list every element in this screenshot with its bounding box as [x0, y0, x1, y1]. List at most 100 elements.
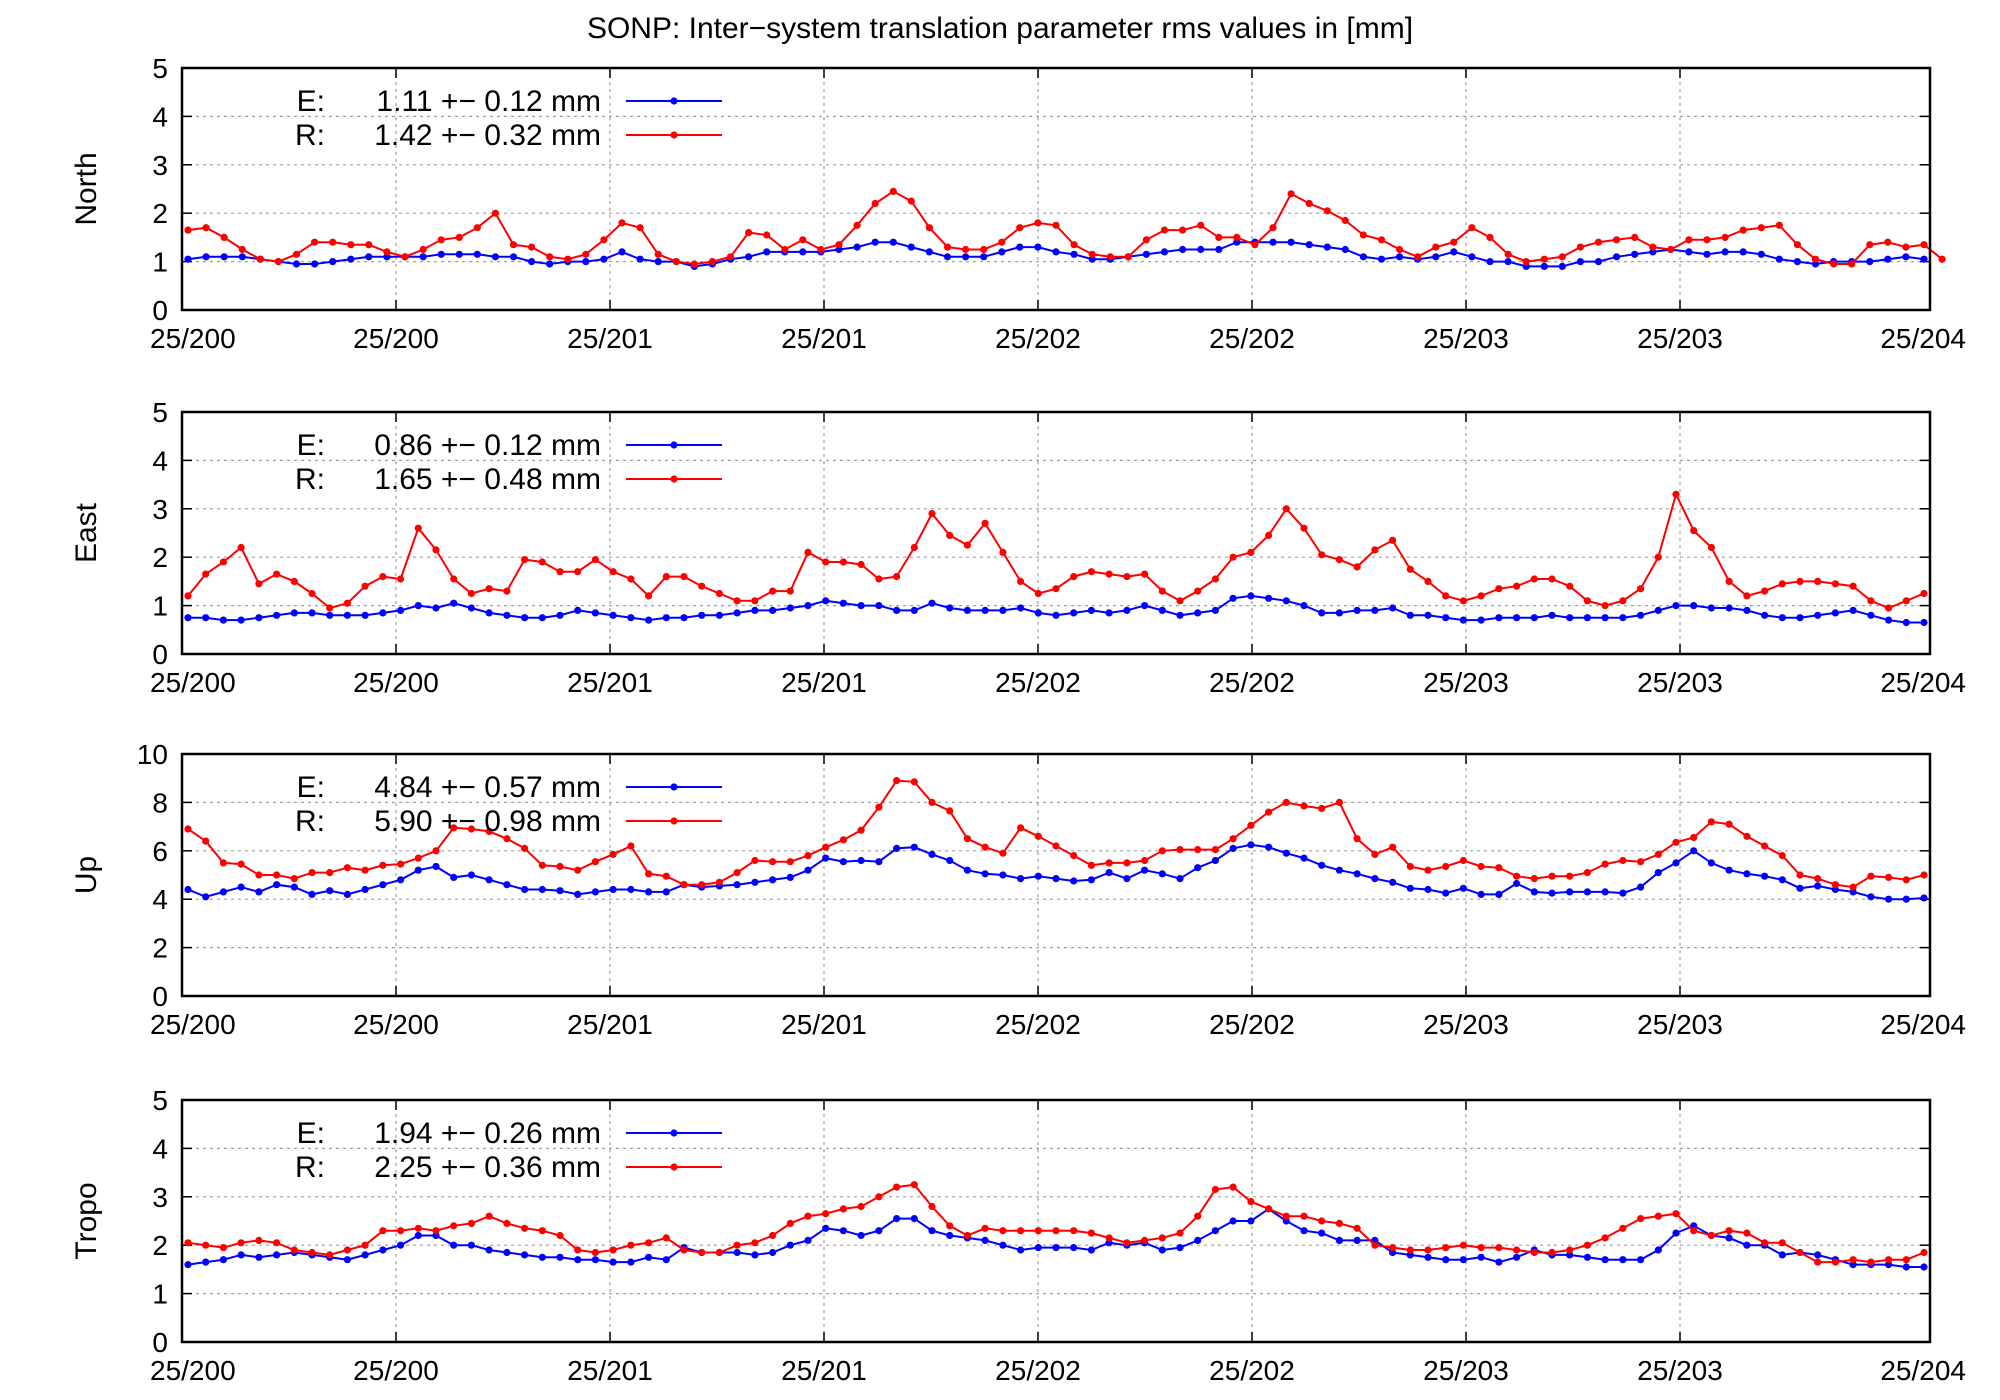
data-point [1495, 1258, 1503, 1266]
data-point [1548, 889, 1556, 897]
data-point [485, 1212, 493, 1220]
plot-frame [180, 752, 1932, 998]
data-point [308, 890, 316, 899]
chart-title: SONP: Inter−system translation parameter… [586, 12, 1414, 45]
data-point [1353, 1236, 1361, 1244]
data-point [1442, 1244, 1450, 1252]
data-point [255, 580, 263, 588]
data-point [1282, 798, 1290, 807]
data-point [804, 852, 812, 860]
data-point [1034, 872, 1042, 880]
data-point [1477, 890, 1485, 899]
panel-tropo: 0 1 2 3 4 5 25/200 25/200 25/201 25/201 25/202 25/2… [70, 1085, 1966, 1386]
data-point [485, 876, 493, 884]
data-point [1052, 875, 1060, 883]
data-point [1287, 190, 1295, 198]
data-point [1282, 1212, 1290, 1220]
data-point [273, 871, 281, 879]
x-tick-label: 25/200 [353, 1355, 439, 1386]
data-point [1690, 833, 1698, 842]
data-point [733, 609, 741, 617]
data-point [591, 609, 600, 617]
data-point [1867, 1258, 1875, 1266]
data-point [1867, 611, 1875, 619]
data-point [574, 890, 582, 899]
data-point [1300, 802, 1308, 810]
data-point [645, 888, 653, 896]
legend-name: E: [297, 85, 325, 118]
y-axis-label: East [70, 502, 103, 563]
data-point [1495, 1244, 1503, 1252]
data-point [1176, 846, 1184, 854]
data-point [1194, 1212, 1202, 1220]
data-point [1761, 611, 1769, 619]
data-point [582, 250, 590, 258]
legend-marker [670, 475, 678, 483]
data-point [343, 1246, 351, 1254]
data-point [715, 878, 724, 886]
data-point [1432, 253, 1440, 261]
data-point [893, 844, 901, 853]
data-point [1477, 616, 1485, 624]
data-point [538, 885, 546, 894]
data-point [636, 255, 644, 263]
data-point [450, 1222, 458, 1230]
data-point [1637, 858, 1645, 866]
data-point [1142, 250, 1150, 258]
data-point [822, 843, 830, 851]
data-point [1866, 258, 1874, 266]
data-point [1176, 1244, 1184, 1252]
data-point [1414, 253, 1422, 261]
data-point [473, 224, 481, 232]
y-tick-label: 3 [152, 1182, 168, 1213]
data-point [1548, 575, 1556, 583]
data-point [1016, 243, 1024, 251]
data-point [981, 870, 989, 878]
data-point [662, 1234, 670, 1242]
data-point [680, 573, 688, 581]
data-point [1513, 872, 1521, 880]
data-point [733, 597, 741, 605]
data-point [1211, 1227, 1219, 1235]
data-point [1743, 870, 1751, 878]
data-point [521, 614, 529, 622]
data-point [1158, 1246, 1166, 1254]
plot-frame [180, 66, 1932, 312]
data-point [1495, 585, 1503, 593]
data-point [822, 1210, 830, 1218]
y-tick-label: 6 [152, 836, 168, 867]
x-tick-label: 25/201 [567, 1355, 653, 1386]
data-point [1105, 570, 1113, 578]
data-point [981, 519, 989, 527]
data-point [981, 1224, 989, 1232]
data-point [546, 253, 554, 261]
data-point [290, 1246, 298, 1254]
y-tick-label: 4 [152, 1133, 168, 1164]
data-point [1432, 243, 1440, 251]
data-point [839, 836, 848, 844]
data-point [1530, 875, 1538, 883]
data-point [1034, 1244, 1042, 1252]
data-point [1070, 609, 1078, 617]
data-point [1265, 808, 1273, 816]
data-point [1371, 606, 1379, 615]
data-point [1672, 838, 1680, 846]
data-point [1477, 1244, 1485, 1252]
data-point [184, 885, 192, 894]
data-point [1530, 614, 1538, 622]
data-point [857, 1231, 865, 1240]
legend-stat: 1.94 +− 0.26 mm [374, 1117, 601, 1150]
data-point [733, 1248, 741, 1257]
data-point [733, 1241, 741, 1249]
x-tick-label: 25/202 [1209, 1355, 1295, 1386]
data-point [538, 1253, 546, 1261]
data-point [450, 873, 458, 882]
data-point [379, 573, 387, 581]
data-point [503, 587, 511, 595]
x-tick-label: 25/200 [353, 323, 439, 354]
data-point [1690, 602, 1698, 610]
data-point [274, 258, 282, 266]
data-point [1424, 577, 1432, 586]
data-point [1229, 1217, 1237, 1225]
data-point [769, 606, 777, 615]
